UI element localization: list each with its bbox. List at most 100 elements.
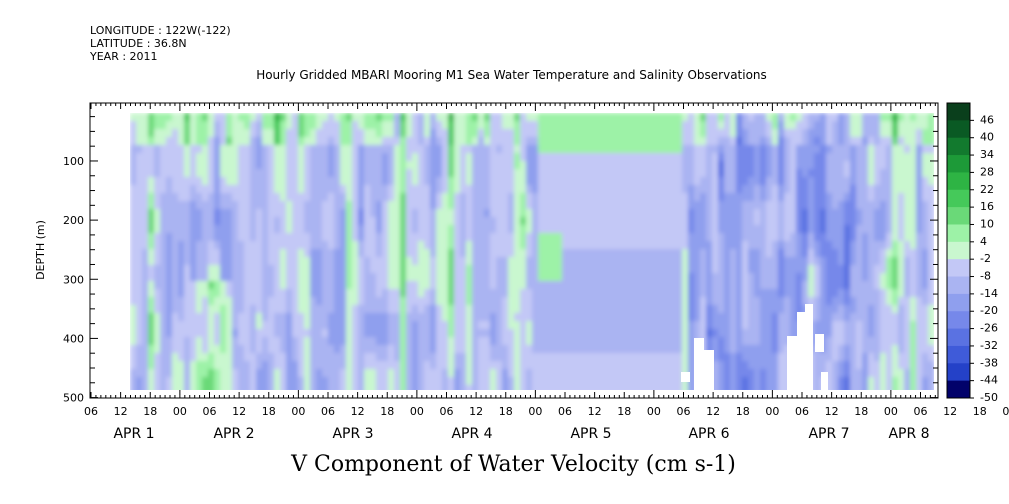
heatmap-cell: [190, 169, 197, 178]
heatmap-cell: [754, 385, 761, 390]
heatmap-cell: [778, 169, 785, 178]
heatmap-cell: [610, 249, 617, 258]
heatmap-cell: [778, 241, 785, 250]
heatmap-cell: [598, 281, 605, 290]
heatmap-cell: [292, 257, 299, 266]
heatmap-cell: [778, 305, 785, 314]
heatmap-cell: [886, 273, 893, 282]
heatmap-cell: [658, 169, 665, 178]
heatmap-cell: [298, 137, 305, 146]
heatmap-cell: [244, 113, 251, 122]
heatmap-cell: [748, 377, 755, 386]
heatmap-cell: [886, 249, 893, 258]
heatmap-cell: [586, 329, 593, 338]
heatmap-cell: [844, 233, 851, 242]
heatmap-cell: [352, 385, 359, 390]
heatmap-cell: [562, 177, 569, 186]
heatmap-cell: [370, 345, 377, 354]
heatmap-cell: [136, 265, 143, 274]
heatmap-cell: [670, 377, 677, 386]
heatmap-cell: [142, 273, 149, 282]
heatmap-cell: [712, 321, 719, 330]
heatmap-cell: [238, 153, 245, 162]
heatmap-cell: [916, 217, 923, 226]
heatmap-cell: [130, 145, 137, 154]
heatmap-cell: [562, 321, 569, 330]
heatmap-cell: [844, 321, 851, 330]
heatmap-cell: [664, 241, 671, 250]
heatmap-cell: [646, 249, 653, 258]
heatmap-cell: [910, 313, 917, 322]
heatmap-cell: [184, 361, 191, 370]
heatmap-cell: [778, 385, 785, 390]
heatmap-cell: [724, 353, 731, 362]
heatmap-cell: [430, 129, 437, 138]
heatmap-cell: [814, 289, 821, 298]
heatmap-cell: [616, 377, 623, 386]
heatmap-cell: [382, 377, 389, 386]
heatmap-cell: [796, 289, 803, 298]
heatmap-cell: [400, 329, 407, 338]
heatmap-cell: [730, 249, 737, 258]
heatmap-cell: [214, 345, 221, 354]
heatmap-cell: [862, 153, 869, 162]
heatmap-cell: [700, 297, 707, 306]
heatmap-cell: [604, 169, 611, 178]
heatmap-cell: [922, 161, 929, 170]
heatmap-cell: [664, 153, 671, 162]
heatmap-cell: [292, 129, 299, 138]
heatmap-cell: [622, 265, 629, 274]
heatmap-cell: [730, 273, 737, 282]
heatmap-cell: [172, 329, 179, 338]
heatmap-cell: [340, 225, 347, 234]
heatmap-cell: [412, 337, 419, 346]
heatmap-cell: [598, 313, 605, 322]
heatmap-cell: [334, 209, 341, 218]
heatmap-cell: [292, 377, 299, 386]
heatmap-cell: [736, 233, 743, 242]
heatmap-cell: [166, 233, 173, 242]
heatmap-cell: [664, 121, 671, 130]
heatmap-cell: [832, 345, 839, 354]
heatmap-cell: [310, 305, 317, 314]
heatmap-cell: [568, 281, 575, 290]
heatmap-cell: [412, 217, 419, 226]
heatmap-cell: [448, 265, 455, 274]
heatmap-cell: [202, 305, 209, 314]
heatmap-cell: [136, 161, 143, 170]
heatmap-cell: [154, 225, 161, 234]
heatmap-cell: [526, 337, 533, 346]
heatmap-cell: [238, 113, 245, 122]
heatmap-cell: [286, 169, 293, 178]
heatmap-cell: [868, 153, 875, 162]
heatmap-cell: [130, 377, 137, 386]
heatmap-cell: [154, 161, 161, 170]
heatmap-cell: [196, 257, 203, 266]
heatmap-cell: [604, 329, 611, 338]
heatmap-cell: [634, 129, 641, 138]
heatmap-cell: [388, 377, 395, 386]
heatmap-cell: [154, 169, 161, 178]
heatmap-cell: [472, 361, 479, 370]
heatmap-cell: [142, 201, 149, 210]
heatmap-cell: [910, 329, 917, 338]
heatmap-cell: [568, 297, 575, 306]
heatmap-cell: [514, 321, 521, 330]
heatmap-cell: [544, 353, 551, 362]
heatmap-cell: [736, 265, 743, 274]
heatmap-cell: [730, 385, 737, 390]
heatmap-cell: [244, 297, 251, 306]
heatmap-cell: [250, 297, 257, 306]
heatmap-cell: [652, 361, 659, 370]
heatmap-cell: [304, 249, 311, 258]
heatmap-cell: [436, 273, 443, 282]
heatmap-cell: [898, 353, 905, 362]
heatmap-cell: [712, 209, 719, 218]
heatmap-cell: [238, 361, 245, 370]
heatmap-cell: [292, 193, 299, 202]
heatmap-cell: [280, 161, 287, 170]
heatmap-cell: [760, 121, 767, 130]
heatmap-cell: [712, 249, 719, 258]
heatmap-cell: [724, 361, 731, 370]
heatmap-cell: [544, 377, 551, 386]
